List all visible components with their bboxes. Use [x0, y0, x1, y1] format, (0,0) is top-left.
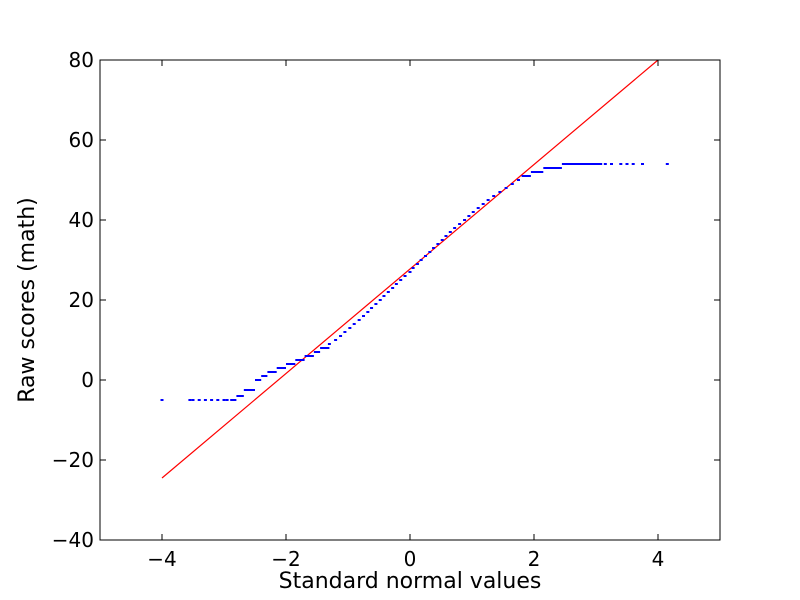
data-point [334, 339, 338, 341]
data-point [391, 287, 395, 289]
data-point [415, 263, 419, 265]
data-point [432, 247, 436, 249]
data-point [467, 215, 471, 217]
data-point [382, 295, 386, 297]
data-point [419, 259, 423, 261]
data-point [471, 211, 475, 213]
data-point [327, 343, 331, 345]
data-point [210, 399, 214, 401]
data-point [610, 163, 613, 165]
data-point [619, 163, 623, 165]
data-point [399, 279, 403, 281]
data-point [476, 207, 480, 209]
data-point [504, 187, 508, 189]
y-tick-label: 40 [69, 208, 94, 232]
data-point [343, 331, 347, 333]
data-point [444, 235, 448, 237]
data-point [394, 283, 398, 285]
data-point [486, 199, 490, 201]
data-point [191, 399, 195, 401]
data-point [160, 399, 164, 401]
y-axis-label: Raw scores (math) [15, 197, 40, 403]
y-axis-ticks: −40 −20 0 20 40 60 80 [52, 48, 720, 552]
data-point [225, 399, 229, 401]
data-point [411, 267, 415, 269]
data-point [197, 399, 201, 401]
data-point [481, 203, 485, 205]
data-point [428, 251, 432, 253]
x-tick-label: 0 [404, 547, 417, 571]
data-point [188, 399, 192, 401]
data-point [366, 311, 370, 313]
data-point [348, 327, 352, 329]
data-point [510, 183, 514, 185]
data-point [436, 243, 440, 245]
data-point [386, 291, 390, 293]
data-point [517, 179, 520, 181]
y-tick-label: −40 [52, 528, 94, 552]
data-point [625, 163, 629, 165]
x-axis-ticks: −4 −2 0 2 4 [147, 60, 664, 571]
x-tick-label: −4 [147, 547, 176, 571]
data-point [403, 275, 407, 277]
data-point [370, 307, 374, 309]
x-tick-label: 2 [528, 547, 541, 571]
y-tick-label: 0 [81, 368, 94, 392]
data-point [378, 299, 382, 301]
data-point [216, 399, 220, 401]
data-point [603, 163, 607, 165]
reference-line [161, 59, 659, 479]
x-axis-label: Standard normal values [279, 569, 542, 594]
data-point [222, 399, 226, 401]
data-point [203, 399, 207, 401]
data-point [498, 191, 502, 193]
plot-area [160, 59, 669, 479]
data-point [492, 195, 496, 197]
x-tick-label: −2 [271, 547, 300, 571]
data-point [631, 163, 635, 165]
data-point [357, 319, 361, 321]
y-tick-label: 20 [69, 288, 94, 312]
x-tick-label: 4 [652, 547, 665, 571]
data-point [374, 303, 378, 305]
data-point [362, 315, 365, 317]
data-point [339, 335, 343, 337]
y-tick-label: 80 [69, 48, 94, 72]
data-point [440, 239, 444, 241]
data-point [453, 227, 457, 229]
data-point [424, 255, 427, 257]
data-point [448, 231, 452, 233]
y-tick-label: 60 [69, 128, 94, 152]
y-tick-label: −20 [52, 448, 94, 472]
data-point [408, 271, 412, 273]
axes-frame [99, 59, 721, 541]
data-point [463, 219, 467, 221]
data-point [641, 163, 644, 165]
data-point [352, 323, 356, 325]
data-point [665, 163, 669, 165]
data-point [458, 223, 462, 225]
